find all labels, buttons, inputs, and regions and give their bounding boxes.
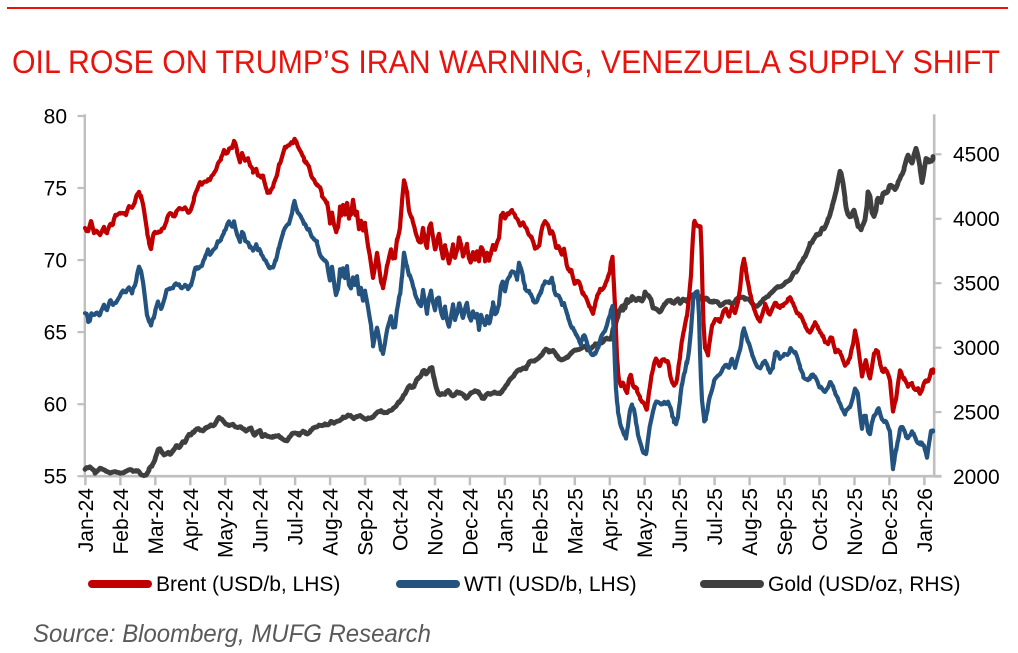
- svg-text:Brent (USD/b, LHS): Brent (USD/b, LHS): [156, 573, 340, 596]
- svg-text:Dec-25: Dec-25: [879, 488, 902, 556]
- svg-text:Oct-25: Oct-25: [809, 488, 832, 551]
- svg-text:Feb-25: Feb-25: [529, 488, 552, 555]
- svg-text:Jul-25: Jul-25: [704, 488, 727, 545]
- svg-text:WTI (USD/b, LHS): WTI (USD/b, LHS): [464, 573, 637, 596]
- svg-text:Sep-25: Sep-25: [774, 488, 797, 556]
- svg-text:Dec-24: Dec-24: [459, 488, 482, 556]
- svg-text:65: 65: [44, 321, 67, 344]
- svg-text:2000: 2000: [953, 466, 1000, 489]
- svg-text:Apr-25: Apr-25: [599, 488, 622, 551]
- svg-text:60: 60: [44, 394, 67, 417]
- svg-text:Oct-24: Oct-24: [390, 488, 413, 551]
- svg-text:Sep-24: Sep-24: [355, 488, 378, 556]
- svg-text:70: 70: [44, 249, 67, 272]
- svg-text:Nov-25: Nov-25: [844, 488, 867, 556]
- svg-text:Jan-24: Jan-24: [75, 488, 98, 553]
- svg-text:Jun-24: Jun-24: [250, 488, 273, 553]
- svg-text:75: 75: [44, 177, 67, 200]
- svg-text:Jun-25: Jun-25: [669, 488, 692, 552]
- svg-text:3500: 3500: [953, 273, 1000, 296]
- svg-text:2500: 2500: [953, 401, 1000, 424]
- svg-text:Jul-24: Jul-24: [285, 488, 308, 546]
- svg-text:Aug-24: Aug-24: [320, 488, 343, 556]
- svg-text:May-25: May-25: [634, 488, 657, 558]
- svg-text:4000: 4000: [953, 208, 1000, 231]
- svg-text:Apr-24: Apr-24: [180, 488, 203, 551]
- svg-text:Mar-24: Mar-24: [145, 488, 168, 555]
- svg-text:80: 80: [44, 105, 67, 128]
- svg-text:Mar-25: Mar-25: [564, 488, 587, 555]
- svg-text:55: 55: [44, 466, 67, 489]
- svg-text:Aug-25: Aug-25: [739, 488, 762, 556]
- svg-text:Jan-25: Jan-25: [494, 488, 517, 552]
- svg-text:Nov-24: Nov-24: [425, 488, 448, 556]
- svg-text:May-24: May-24: [215, 488, 238, 558]
- svg-text:Feb-24: Feb-24: [110, 488, 133, 555]
- svg-text:Jan-26: Jan-26: [914, 488, 937, 552]
- svg-text:4500: 4500: [953, 144, 1000, 167]
- svg-text:3000: 3000: [953, 337, 1000, 360]
- svg-text:Gold (USD/oz, RHS): Gold (USD/oz, RHS): [768, 573, 961, 596]
